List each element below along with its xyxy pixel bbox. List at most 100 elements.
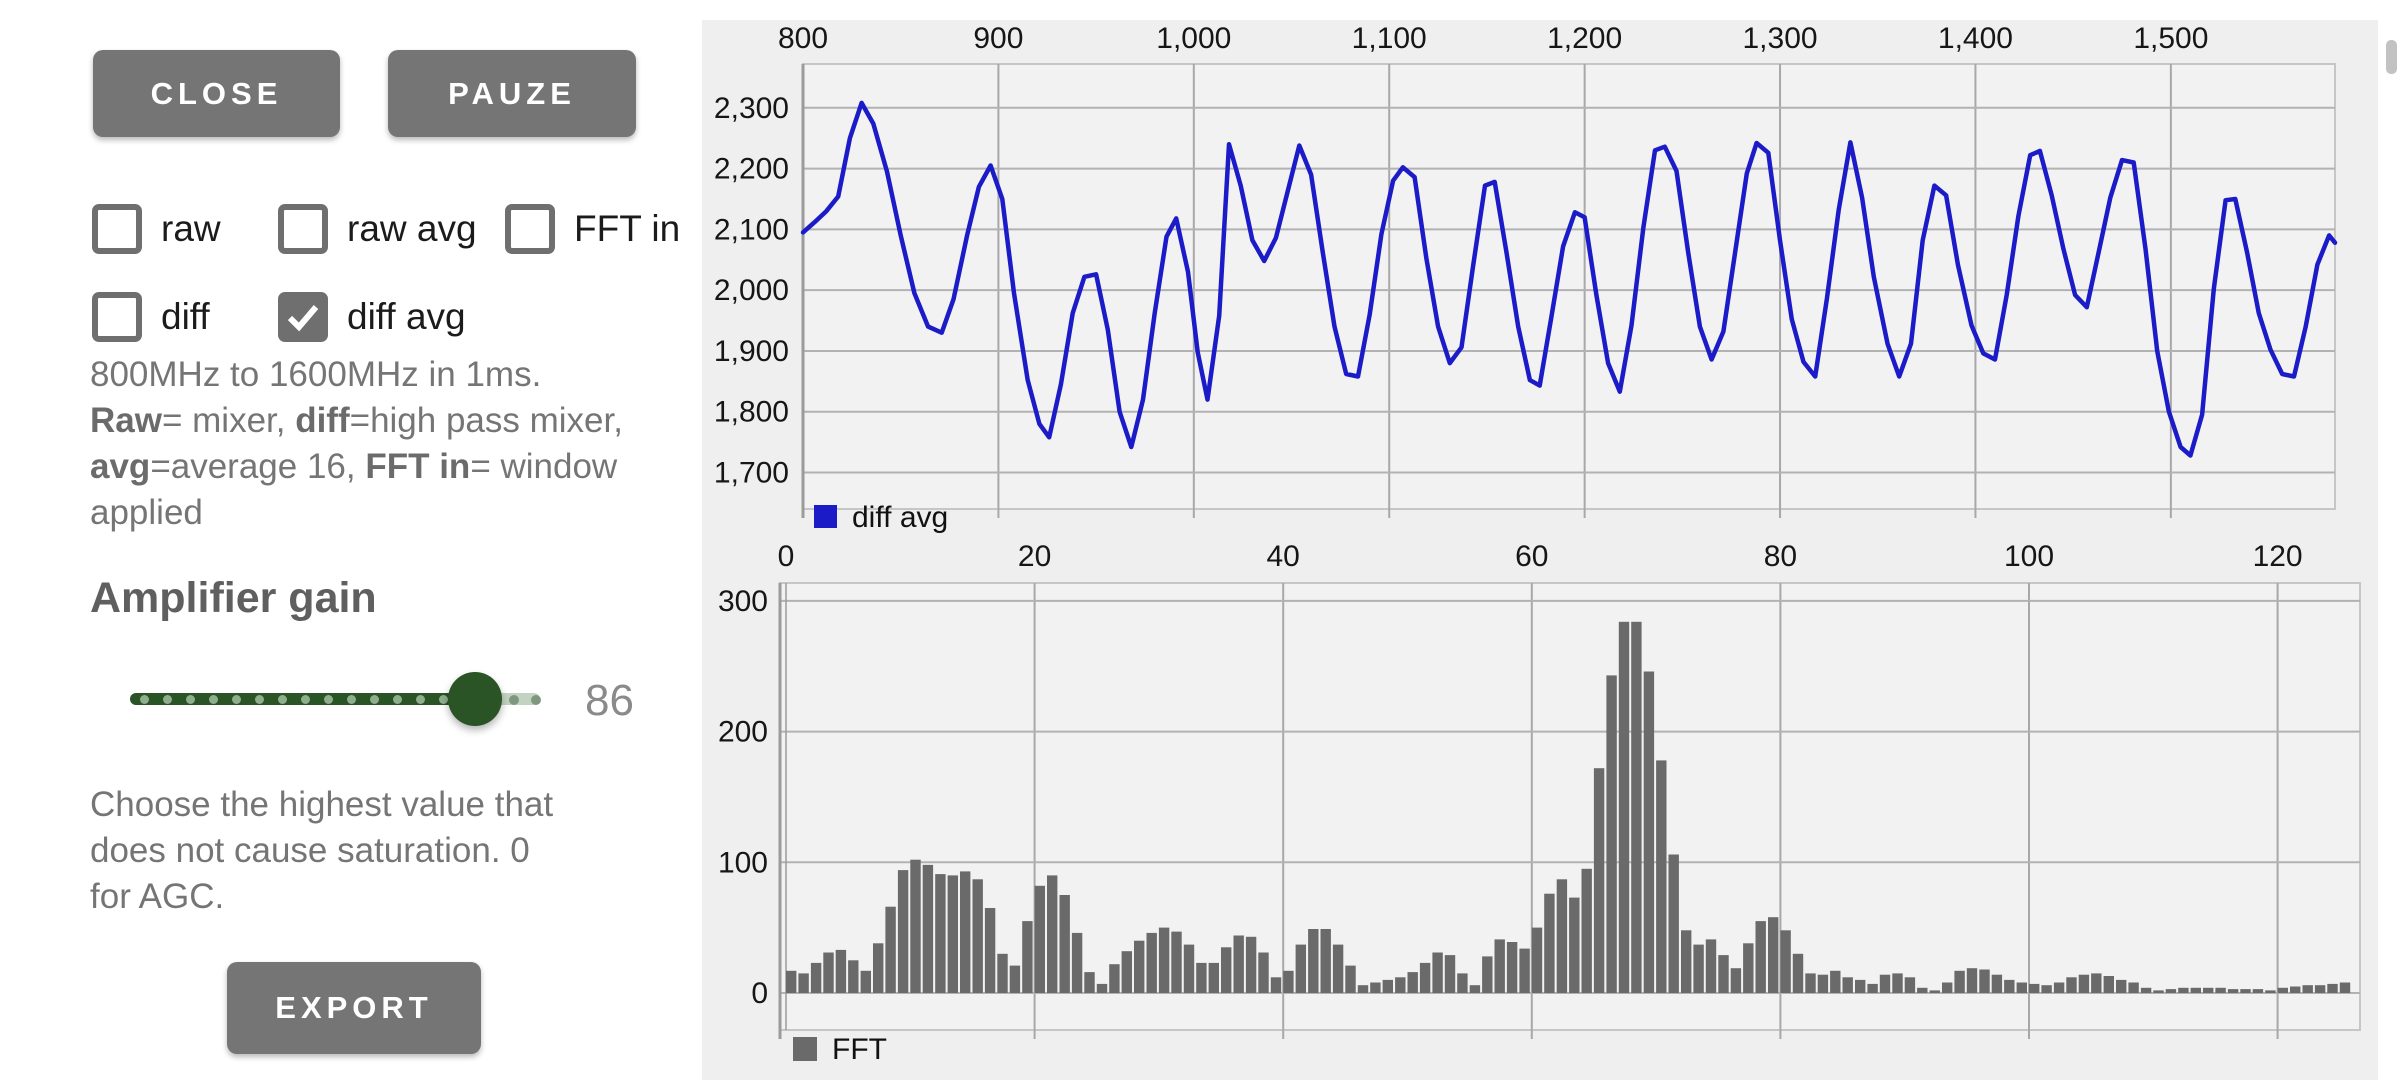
checkbox-raw-avg[interactable]: raw avg: [278, 204, 477, 254]
fft-bar: [935, 874, 946, 993]
fft-bar: [1233, 935, 1244, 993]
x-tick-label: 800: [778, 22, 828, 55]
fft-bar: [1519, 948, 1530, 993]
fft-bar: [786, 970, 797, 993]
slider-thumb[interactable]: [448, 672, 502, 726]
fft-bar: [1395, 977, 1406, 993]
fft-bar: [1842, 977, 1853, 993]
fft-bar: [1631, 621, 1642, 993]
desc-bold: avg: [90, 447, 151, 486]
fft-bar: [1755, 921, 1766, 993]
fft-bar: [997, 953, 1008, 993]
fft-bar: [1370, 982, 1381, 993]
x-tick-label: 20: [1018, 540, 1051, 573]
fft-bar: [1855, 979, 1866, 993]
checkbox-box[interactable]: [278, 204, 328, 254]
fft-bar: [972, 879, 983, 993]
x-tick-label: 1,000: [1156, 22, 1231, 55]
fft-bar: [2078, 974, 2090, 993]
x-tick-label: 40: [1267, 540, 1300, 573]
fft-bar: [2016, 982, 2027, 993]
fft-bar: [2203, 987, 2214, 993]
fft-bar: [2302, 985, 2313, 993]
gain-note: Choose the highest value that does not c…: [90, 785, 554, 916]
x-tick-label: 80: [1764, 540, 1797, 573]
fft-bar: [1221, 947, 1232, 993]
fft-bar: [1096, 983, 1108, 993]
y-tick-label: 2,300: [714, 92, 789, 125]
scrollbar-thumb[interactable]: [2386, 40, 2397, 74]
fft-bar: [2290, 986, 2301, 993]
fft-bar: [1345, 965, 1356, 993]
checkbox-label: raw avg: [347, 208, 477, 249]
fft-bar: [1134, 940, 1145, 993]
fft-bar: [910, 859, 921, 993]
fft-bar: [1034, 885, 1045, 993]
x-tick-label: 100: [2004, 540, 2054, 573]
y-tick-label: 2,200: [714, 153, 789, 186]
fft-bar: [1991, 974, 2003, 993]
fft-bar: [1183, 944, 1195, 993]
fft-bar: [1506, 942, 1518, 993]
checkbox-FFT-in[interactable]: FFT in: [505, 204, 680, 254]
fft-bar: [2116, 979, 2127, 993]
fft-bar: [2327, 983, 2338, 993]
checkbox-diff[interactable]: diff: [92, 292, 210, 342]
y-tick-label: 1,800: [714, 396, 789, 429]
x-tick-label: 900: [973, 22, 1023, 55]
fft-bar: [2153, 990, 2164, 993]
x-tick-label: 0: [778, 540, 795, 573]
y-tick-label: 100: [718, 846, 768, 879]
fft-bar: [1494, 939, 1505, 993]
y-tick-label: 1,900: [714, 335, 789, 368]
fft-bar: [1618, 621, 1630, 993]
fft-bar: [1444, 955, 1456, 993]
checkbox-box[interactable]: [505, 204, 555, 254]
checkbox-box[interactable]: [92, 204, 142, 254]
checkbox-label: diff avg: [347, 296, 466, 337]
pauze-button[interactable]: PAUZE: [388, 50, 636, 137]
checkbox-label: raw: [161, 208, 221, 249]
fft-bar: [947, 875, 958, 993]
fft-bar: [984, 908, 996, 993]
close-button[interactable]: CLOSE: [93, 50, 340, 137]
desc-bold: diff: [295, 401, 350, 440]
fft-bar: [1730, 968, 1742, 993]
fft-bar: [1805, 973, 1816, 993]
y-tick-label: 300: [718, 585, 768, 618]
fft-bar: [2277, 987, 2288, 993]
fft-bar: [2029, 983, 2040, 993]
fft-bar: [1283, 970, 1294, 993]
desc-text: 800MHz to 1600MHz in 1ms.: [90, 355, 542, 394]
legend-label-fft: FFT: [832, 1033, 887, 1066]
fft-bar: [2103, 976, 2114, 993]
checkbox-diff-avg[interactable]: diff avg: [278, 292, 466, 342]
checkbox-checked-icon[interactable]: [278, 292, 328, 342]
fft-bar: [1780, 930, 1791, 993]
fft-bar: [1022, 921, 1033, 993]
checkbox-label: diff: [161, 296, 210, 337]
fft-bar: [1593, 768, 1605, 993]
fft-bar: [897, 870, 909, 993]
fft-bar: [1047, 875, 1058, 993]
fft-bar: [1656, 760, 1667, 993]
fft-bar: [1693, 944, 1704, 993]
fft-bar: [1904, 977, 1916, 993]
fft-bar: [2091, 973, 2102, 993]
fft-bar: [2215, 987, 2226, 993]
fft-bar: [1419, 962, 1431, 993]
legend-swatch-diff-avg: [814, 505, 837, 528]
checkbox-box[interactable]: [92, 292, 142, 342]
fft-bar: [798, 973, 809, 993]
export-button[interactable]: EXPORT: [227, 962, 481, 1054]
fft-bar: [1270, 977, 1282, 993]
fft-bar: [1332, 944, 1344, 993]
fft-bar: [1258, 952, 1269, 993]
fft-bar: [1295, 944, 1306, 993]
fft-bar: [2240, 989, 2251, 993]
checkbox-raw[interactable]: raw: [92, 204, 221, 254]
fft-bar: [848, 960, 859, 993]
fft-bar: [1482, 956, 1493, 993]
fft-bar: [1830, 970, 1841, 993]
fft-bar: [1879, 974, 1891, 993]
